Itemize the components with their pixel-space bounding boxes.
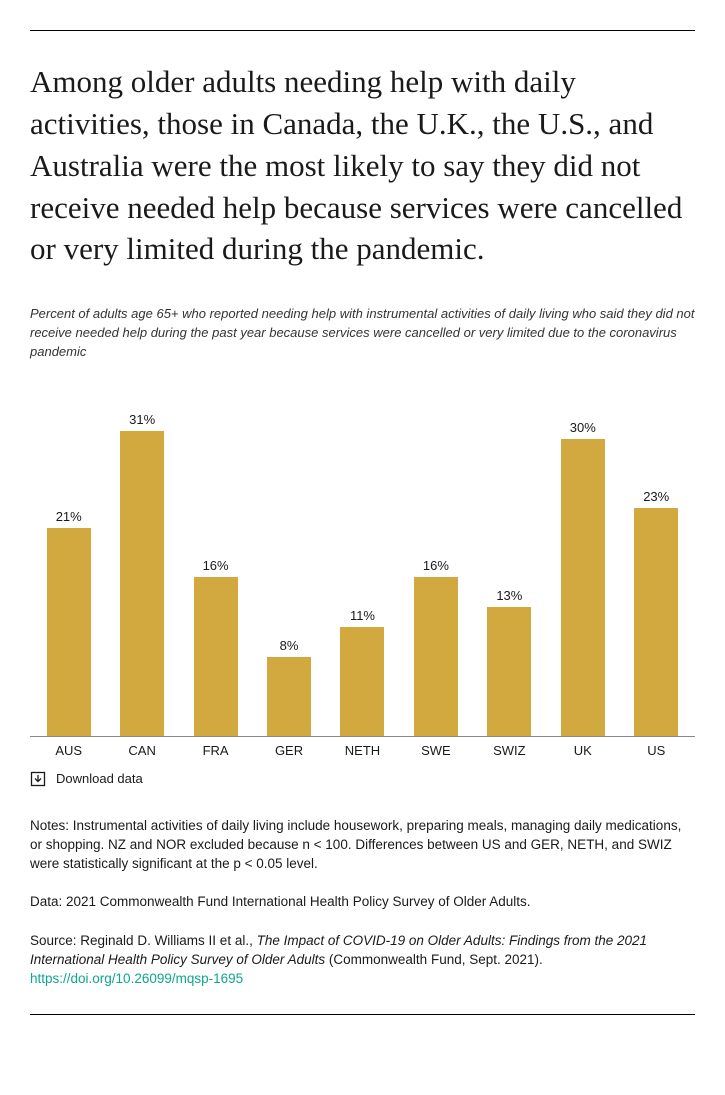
- bar-rect: [561, 439, 605, 736]
- bar-value-label: 16%: [423, 558, 449, 573]
- bar-rect: [634, 508, 678, 736]
- bar-group: 13%: [473, 412, 546, 736]
- bar-group: 16%: [179, 412, 252, 736]
- bar-rect: [47, 528, 91, 736]
- bar-value-label: 16%: [203, 558, 229, 573]
- bottom-divider: [30, 1014, 695, 1015]
- citation-suffix: (Commonwealth Fund, Sept. 2021).: [325, 952, 543, 967]
- download-data-button[interactable]: Download data: [30, 771, 695, 787]
- x-axis-label: NETH: [326, 743, 399, 758]
- top-divider: [30, 30, 695, 31]
- bar-group: 31%: [105, 412, 178, 736]
- bar-group: 23%: [620, 412, 693, 736]
- citation: Source: Reginald D. Williams II et al., …: [30, 932, 695, 989]
- bar-rect: [194, 577, 238, 735]
- download-label: Download data: [56, 771, 143, 786]
- bar-value-label: 23%: [643, 489, 669, 504]
- bar-group: 8%: [252, 412, 325, 736]
- bar-rect: [414, 577, 458, 735]
- x-axis-label: US: [620, 743, 693, 758]
- subhead: Percent of adults age 65+ who reported n…: [30, 305, 695, 362]
- download-icon: [30, 771, 46, 787]
- bar-value-label: 30%: [570, 420, 596, 435]
- bar-group: 30%: [546, 412, 619, 736]
- x-axis-label: SWE: [399, 743, 472, 758]
- bar-value-label: 21%: [56, 509, 82, 524]
- bar-rect: [487, 607, 531, 736]
- bar-rect: [120, 431, 164, 736]
- doi-link[interactable]: https://doi.org/10.26099/mqsp-1695: [30, 971, 243, 986]
- notes-text: Notes: Instrumental activities of daily …: [30, 817, 695, 874]
- citation-prefix: Source: Reginald D. Williams II et al.,: [30, 933, 257, 948]
- bar-group: 16%: [399, 412, 472, 736]
- data-source-text: Data: 2021 Commonwealth Fund Internation…: [30, 893, 695, 912]
- headline: Among older adults needing help with dai…: [30, 61, 695, 270]
- x-axis-label: GER: [252, 743, 325, 758]
- bar-value-label: 11%: [350, 608, 375, 623]
- bar-rect: [267, 657, 311, 736]
- x-axis-label: UK: [546, 743, 619, 758]
- bar-rect: [340, 627, 384, 736]
- bar-group: 21%: [32, 412, 105, 736]
- x-axis-label: SWIZ: [473, 743, 546, 758]
- bar-value-label: 13%: [496, 588, 522, 603]
- bar-value-label: 8%: [280, 638, 299, 653]
- bar-group: 11%: [326, 412, 399, 736]
- x-axis-label: FRA: [179, 743, 252, 758]
- x-axis-label: AUS: [32, 743, 105, 758]
- bar-value-label: 31%: [129, 412, 155, 427]
- x-axis-label: CAN: [105, 743, 178, 758]
- bar-chart: 21% 31% 16% 8% 11% 16% 13% 30% 23% AUSCANFRAGERN…: [30, 412, 695, 757]
